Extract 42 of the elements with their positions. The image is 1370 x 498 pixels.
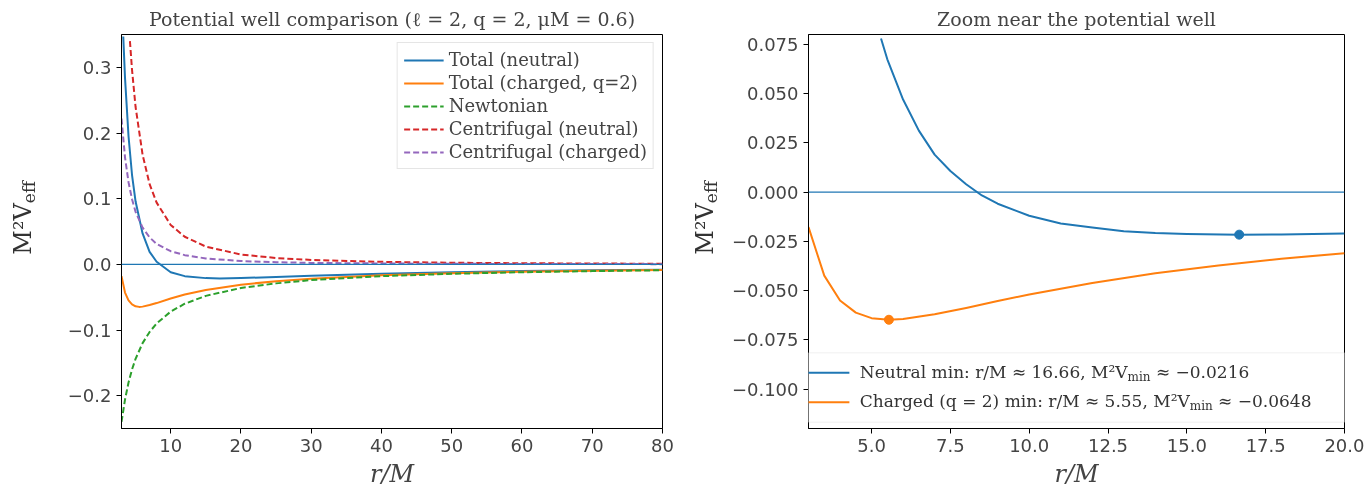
x-tick-label: 10 — [159, 434, 183, 456]
y-tick-label: 0.050 — [746, 83, 799, 105]
y-tick-label: 0.2 — [82, 122, 112, 144]
y-tick-label: −0.075 — [731, 329, 799, 351]
x-tick-label: 50 — [440, 434, 464, 456]
x-axis-title: r/M — [1054, 459, 1100, 488]
legend-label: Centrifugal (neutral) — [448, 118, 639, 139]
legend-label: Newtonian — [448, 95, 549, 116]
x-tick-label: 70 — [580, 434, 604, 456]
y-tick-label: 0.075 — [746, 33, 799, 55]
y-tick-label: 0.000 — [746, 181, 799, 203]
x-tick-label: 10.0 — [1009, 434, 1050, 456]
x-tick-label: 80 — [651, 434, 674, 456]
x-tick-label: 20.0 — [1324, 434, 1365, 456]
chart-title: Potential well comparison (ℓ = 2, q = 2, μM = 0.6) — [148, 7, 636, 30]
y-tick-label: 0.0 — [82, 253, 112, 275]
legend-label: Total (neutral) — [448, 49, 580, 70]
x-tick-label: 7.5 — [936, 434, 965, 456]
y-axis-title: M²Veff — [690, 179, 722, 255]
x-tick-label: 40 — [370, 434, 393, 456]
chart-title: Zoom near the potential well — [937, 7, 1216, 30]
y-tick-label: −0.2 — [67, 385, 112, 407]
legend-label: Total (charged, q=2) — [448, 72, 638, 93]
y-tick-label: 0.025 — [746, 132, 799, 154]
y-tick-label: −0.1 — [67, 319, 112, 341]
legend-label: Centrifugal (charged) — [448, 141, 647, 162]
x-tick-label: 60 — [510, 434, 534, 456]
x-tick-label: 17.5 — [1245, 434, 1286, 456]
x-tick-label: 5.0 — [857, 434, 886, 456]
line-series — [121, 269, 663, 308]
x-tick-label: 30 — [299, 434, 323, 456]
y-tick-label: 0.1 — [82, 188, 112, 210]
x-axis-title: r/M — [369, 459, 416, 488]
x-tick-label: 20 — [229, 434, 253, 456]
x-tick-label: 15.0 — [1166, 434, 1207, 456]
y-tick-label: −0.025 — [731, 230, 799, 252]
y-tick-label: −0.050 — [731, 280, 799, 302]
line-series — [121, 117, 663, 266]
y-tick-label: 0.3 — [82, 56, 112, 78]
y-axis-title: M²Veff — [8, 179, 40, 255]
y-tick-label: −0.100 — [731, 378, 799, 400]
x-tick-label: 12.5 — [1087, 434, 1129, 456]
